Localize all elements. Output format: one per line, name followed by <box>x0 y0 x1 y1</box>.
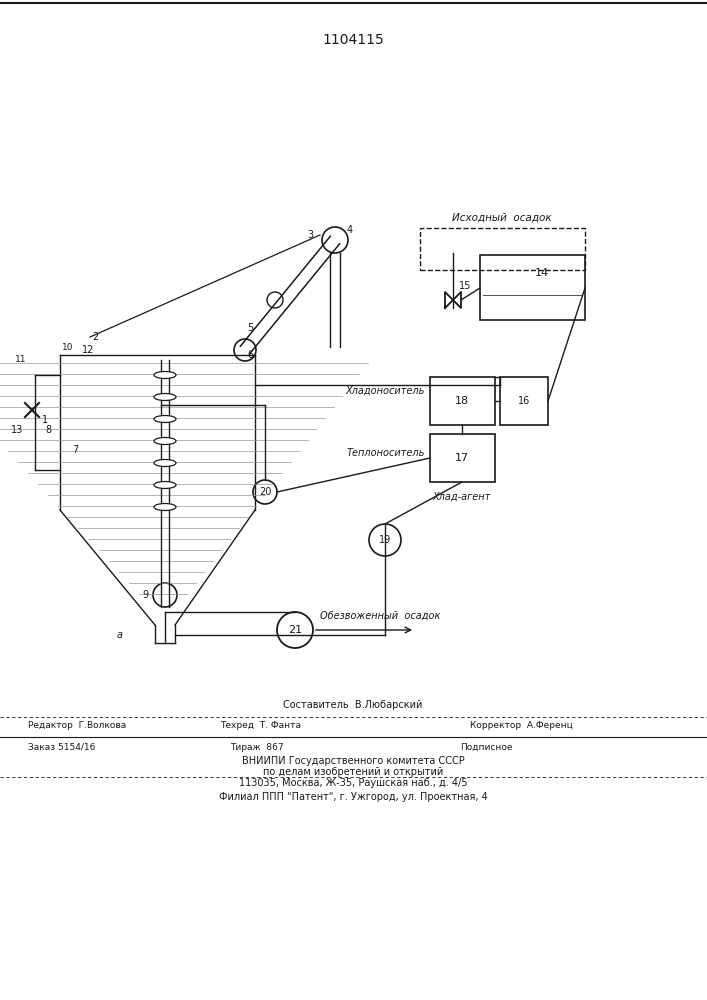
Text: 20: 20 <box>259 487 271 497</box>
Text: Корректор  А.Ференц: Корректор А.Ференц <box>470 720 573 730</box>
Text: Теплоноситель: Теплоноситель <box>346 448 425 458</box>
Bar <box>420 228 585 270</box>
Text: а: а <box>117 630 123 640</box>
Text: 1: 1 <box>42 415 48 425</box>
Ellipse shape <box>154 460 176 466</box>
Bar <box>500 377 548 425</box>
Text: 14: 14 <box>535 268 549 278</box>
Text: Техред  Т. Фанта: Техред Т. Фанта <box>220 720 301 730</box>
Text: Тираж  867: Тираж 867 <box>230 742 284 752</box>
Text: 8: 8 <box>45 425 51 435</box>
Text: 6: 6 <box>247 350 253 360</box>
Text: 16: 16 <box>518 396 530 406</box>
Text: 12: 12 <box>82 345 94 355</box>
Text: 11: 11 <box>16 356 27 364</box>
Text: 19: 19 <box>379 535 391 545</box>
Text: ВНИИПИ Государственного комитета СССР: ВНИИПИ Государственного комитета СССР <box>242 756 464 766</box>
Ellipse shape <box>154 371 176 378</box>
Text: 2: 2 <box>92 332 98 342</box>
Text: 21: 21 <box>288 625 302 635</box>
Text: Редактор  Г.Волкова: Редактор Г.Волкова <box>28 720 127 730</box>
Text: Обезвоженный  осадок: Обезвоженный осадок <box>320 611 440 621</box>
Text: 13: 13 <box>11 425 23 435</box>
Text: 3: 3 <box>307 230 313 240</box>
Text: Исходный  осадок: Исходный осадок <box>452 213 551 223</box>
Ellipse shape <box>154 504 176 510</box>
Text: 15: 15 <box>459 281 471 291</box>
Bar <box>480 255 585 320</box>
Text: 18: 18 <box>455 396 469 406</box>
Ellipse shape <box>154 438 176 444</box>
Bar <box>430 434 495 482</box>
Text: 5: 5 <box>247 323 253 333</box>
Text: 1104115: 1104115 <box>322 33 384 47</box>
Text: 7: 7 <box>72 445 78 455</box>
Text: Подписное: Подписное <box>460 742 513 752</box>
Ellipse shape <box>154 393 176 400</box>
Text: Хлад-агент: Хлад-агент <box>433 492 491 502</box>
Text: Хладоноситель: Хладоноситель <box>346 386 425 396</box>
Text: 10: 10 <box>62 342 74 352</box>
Text: Заказ 5154/16: Заказ 5154/16 <box>28 742 95 752</box>
Ellipse shape <box>154 482 176 488</box>
Text: по делам изобретений и открытий: по делам изобретений и открытий <box>263 767 443 777</box>
Ellipse shape <box>154 416 176 422</box>
Text: 17: 17 <box>455 453 469 463</box>
Text: Филиал ППП "Патент", г. Ужгород, ул. Проектная, 4: Филиал ППП "Патент", г. Ужгород, ул. Про… <box>218 792 487 802</box>
Text: Составитель  В.Любарский: Составитель В.Любарский <box>284 700 423 710</box>
Text: 113035, Москва, Ж-35, Раушская наб., д. 4/5: 113035, Москва, Ж-35, Раушская наб., д. … <box>239 778 467 788</box>
Text: 9: 9 <box>142 590 148 600</box>
Bar <box>430 377 495 425</box>
Text: 4: 4 <box>347 225 353 235</box>
